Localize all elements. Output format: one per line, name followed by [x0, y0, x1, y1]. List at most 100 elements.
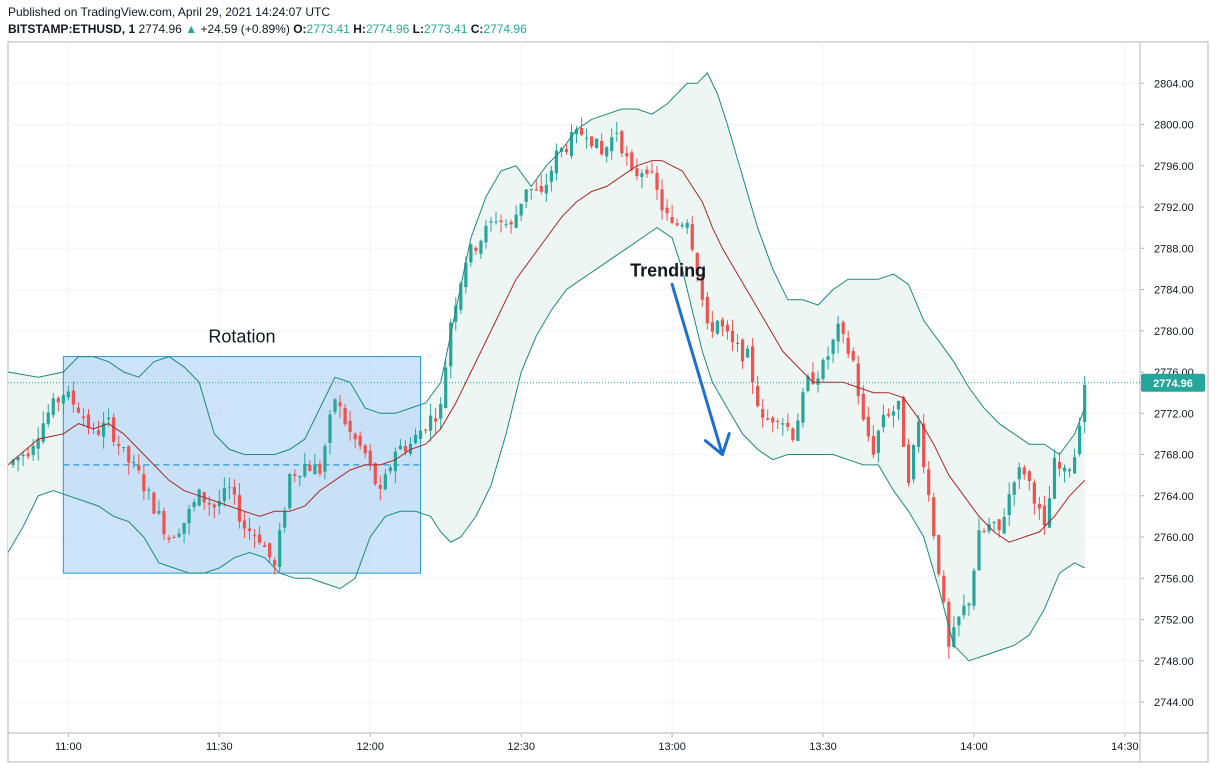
candle-down — [735, 342, 740, 344]
candle-down — [373, 463, 377, 484]
candle-up — [1047, 498, 1052, 528]
candle-down — [997, 519, 1001, 531]
candle-up — [1062, 467, 1067, 472]
candle-up — [177, 533, 181, 537]
candle-down — [308, 464, 312, 472]
change-arrow-icon: ▲ — [185, 22, 198, 36]
candle-down — [625, 153, 629, 157]
candle-down — [81, 416, 86, 419]
candle-up — [132, 462, 136, 464]
candle-up — [444, 367, 448, 408]
candle-down — [378, 484, 382, 489]
candle-up — [41, 423, 45, 442]
y-tick-label: 2800.00 — [1154, 120, 1194, 132]
y-tick-label: 2804.00 — [1154, 78, 1194, 90]
candle-up — [398, 445, 403, 450]
candle-up — [46, 412, 50, 424]
candle-up — [549, 170, 553, 182]
candle-down — [851, 350, 855, 361]
candle-up — [529, 189, 533, 191]
candle-down — [856, 363, 860, 397]
candle-up — [610, 137, 614, 152]
candle-up — [554, 150, 558, 174]
y-tick-label: 2772.00 — [1154, 408, 1194, 420]
open-label: O: — [293, 22, 307, 36]
y-tick-label: 2752.00 — [1154, 615, 1194, 627]
candle-down — [655, 172, 659, 190]
candle-down — [942, 575, 946, 602]
candle-down — [720, 319, 725, 327]
candle-up — [640, 173, 644, 177]
candle-up — [745, 348, 750, 358]
candle-up — [952, 627, 956, 647]
candle-up — [333, 399, 337, 412]
trending-label: Trending — [630, 260, 706, 280]
last-price-tag-label: 2774.96 — [1153, 378, 1193, 390]
rotation-box — [62, 356, 422, 574]
trending-arrow-head — [703, 432, 731, 457]
candle-down — [932, 497, 936, 537]
candle-up — [36, 438, 40, 449]
candle-down — [660, 189, 664, 211]
candle-down — [363, 445, 367, 454]
candle-up — [574, 129, 579, 135]
candle-down — [534, 189, 538, 191]
candle-down — [766, 418, 770, 420]
candle-up — [21, 454, 25, 457]
candle-down — [906, 444, 911, 484]
candle-down — [600, 140, 604, 155]
candle-down — [273, 560, 277, 566]
candle-up — [1017, 467, 1021, 480]
candle-down — [212, 504, 216, 508]
candle-up — [227, 487, 231, 489]
candle-up — [821, 359, 825, 379]
candle-up — [801, 392, 805, 423]
candle-up — [917, 421, 921, 447]
candle-up — [16, 457, 20, 461]
candle-down — [730, 330, 735, 343]
candle-up — [464, 262, 468, 288]
candle-down — [232, 486, 236, 495]
candle-down — [539, 186, 543, 192]
candle-down — [675, 223, 679, 226]
candle-up — [454, 305, 458, 322]
candle-up — [413, 434, 418, 444]
candle-up — [1083, 384, 1087, 422]
candle-up — [987, 524, 991, 532]
candle-up — [429, 415, 433, 431]
candle-up — [1078, 425, 1082, 454]
candle-up — [1002, 516, 1006, 534]
x-tick-label: 14:00 — [960, 741, 988, 753]
candle-down — [509, 221, 513, 225]
rotation-label: Rotation — [208, 327, 275, 347]
candle-down — [252, 534, 257, 536]
candle-up — [393, 451, 397, 472]
candle-down — [26, 453, 30, 457]
candle-up — [896, 401, 901, 410]
candle-up — [328, 414, 332, 443]
symbol-label[interactable]: BITSTAMP:ETHUSD, 1 — [8, 22, 136, 36]
candle-up — [715, 320, 719, 334]
candle-down — [242, 520, 247, 529]
candle-down — [700, 275, 704, 300]
candle-down — [56, 398, 60, 403]
candle-up — [519, 203, 523, 216]
candle-down — [172, 537, 176, 539]
candle-up — [912, 445, 916, 480]
candle-down — [841, 322, 845, 335]
candle-down — [247, 528, 252, 532]
high-label: H: — [353, 22, 366, 36]
candle-down — [690, 224, 694, 250]
candle-up — [1052, 457, 1057, 499]
candle-down — [776, 420, 780, 422]
candle-down — [343, 407, 347, 425]
candle-up — [122, 447, 126, 449]
candle-up — [51, 398, 55, 416]
candle-down — [257, 534, 262, 543]
y-tick-label: 2780.00 — [1154, 326, 1194, 338]
candle-down — [695, 253, 699, 275]
candle-down — [499, 220, 503, 222]
candle-up — [972, 570, 976, 606]
candle-down — [71, 390, 76, 405]
